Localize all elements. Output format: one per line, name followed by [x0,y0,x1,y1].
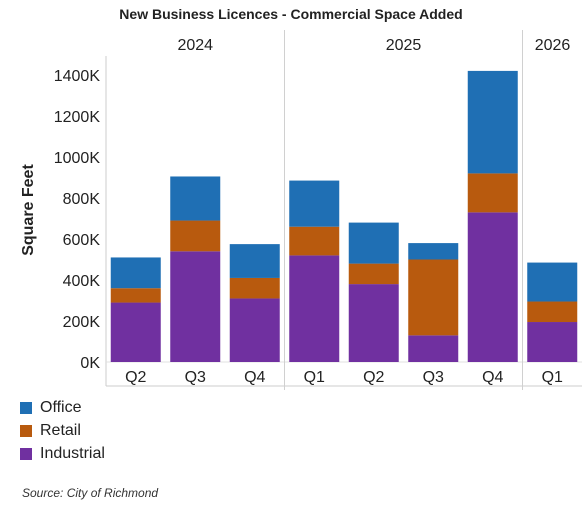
bar-industrial [110,302,161,362]
legend-swatch [20,401,32,414]
bar-office [229,244,280,278]
bar-industrial [289,255,340,362]
x-tick-label: Q3 [423,369,444,386]
x-tick-label: Q4 [244,369,265,386]
legend-item-retail: Retail [20,419,105,442]
y-tick-label: 0K [80,355,100,372]
bar-industrial [467,212,518,362]
legend-label: Office [40,398,82,416]
x-tick-label: Q1 [542,369,563,386]
bar-office [348,222,399,264]
bar-retail [289,226,340,256]
bar-retail [110,288,161,303]
chart-plot: Square Feet 0K 200K 400K 600K 800K 1000K 1200K 1… [20,30,582,390]
bar-retail [348,263,399,285]
y-tick-label: 600K [63,232,101,249]
y-tick-label: 1200K [54,109,101,126]
bar-office [408,243,459,260]
bar-office [467,70,518,174]
legend-item-industrial: Industrial [20,442,105,465]
bar-retail [467,173,518,213]
x-tick-label: Q2 [125,369,146,386]
legend-swatch [20,424,32,437]
bar-retail [527,301,578,323]
y-axis-label: Square Feet [20,164,37,256]
year-label: 2024 [177,37,213,54]
x-tick-label: Q1 [304,369,325,386]
bar-industrial [408,335,459,362]
bar-retail [408,259,459,336]
year-label: 2026 [535,37,571,54]
legend: Office Retail Industrial [20,396,105,465]
bar-office [527,262,578,302]
bar-retail [170,220,221,252]
legend-swatch [20,447,32,460]
bar-office [289,180,340,227]
legend-label: Retail [40,421,81,439]
y-tick-label: 800K [63,191,101,208]
y-tick-label: 1000K [54,150,101,167]
bar-industrial [170,251,221,362]
legend-label: Industrial [40,444,105,462]
bar-industrial [348,284,399,362]
x-tick-label: Q3 [185,369,206,386]
y-tick-label: 1400K [54,68,101,85]
y-tick-label: 400K [63,273,101,290]
bar-office [170,176,221,221]
year-label: 2025 [386,37,422,54]
x-tick-label: Q2 [363,369,384,386]
legend-item-office: Office [20,396,105,419]
bar-retail [229,277,280,299]
bar-industrial [229,298,280,362]
y-tick-label: 200K [63,314,101,331]
chart-title: New Business Licences - Commercial Space… [119,6,463,22]
x-tick-label: Q4 [482,369,503,386]
bar-industrial [527,322,578,362]
source-note: Source: City of Richmond [22,486,159,500]
bar-office [110,257,161,289]
